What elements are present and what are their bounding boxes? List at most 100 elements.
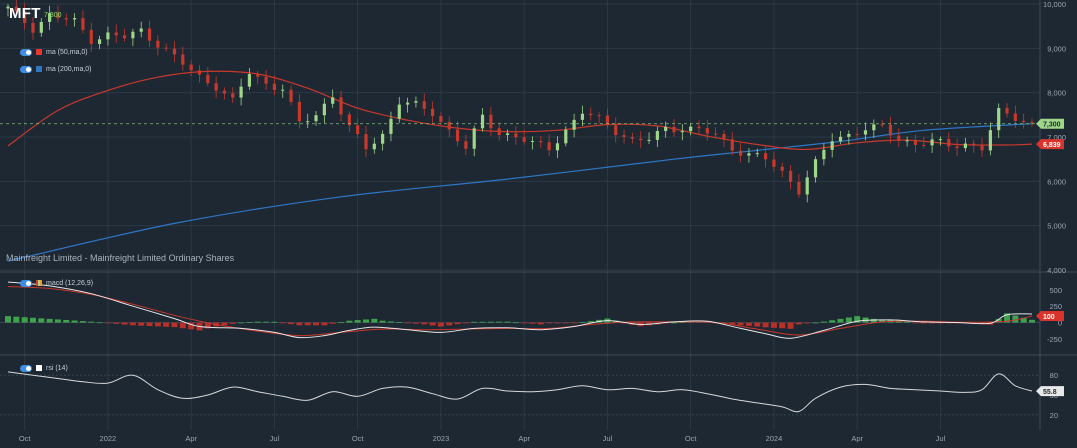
macd-histogram-bar: [88, 321, 95, 323]
macd-histogram-bar: [912, 322, 919, 324]
macd-histogram-bar: [354, 320, 361, 323]
candle-body: [339, 97, 343, 115]
macd-histogram-bar: [329, 322, 336, 324]
macd-histogram-bar: [221, 322, 228, 326]
price-axis-tick-label: 6,000: [1047, 177, 1066, 186]
candle-body: [772, 159, 776, 167]
rsi-value-badge-bg: [1036, 386, 1064, 397]
candle-body: [64, 18, 68, 20]
candle-body: [972, 143, 976, 146]
ma50-swatch: [36, 49, 42, 55]
candle-body: [455, 129, 460, 142]
candle-body: [256, 74, 260, 77]
ma50-toggle[interactable]: [20, 48, 32, 56]
macd-toggle[interactable]: [20, 279, 32, 287]
candle-body: [938, 139, 943, 141]
candle-body: [206, 74, 210, 84]
macd-signal-line: [7, 286, 1033, 337]
candle-body: [605, 115, 610, 126]
candle-body: [847, 134, 851, 137]
macd-histogram-bar: [496, 321, 503, 323]
candle-body: [947, 139, 951, 147]
candle-body: [1030, 122, 1034, 124]
legend-macd: macd (12,26,9): [20, 277, 93, 289]
macd-histogram-bar: [1012, 315, 1019, 323]
x-axis-tick-label: Oct: [19, 434, 32, 443]
rsi-axis-tick-label: 20: [1050, 411, 1058, 420]
candle-body: [264, 76, 268, 84]
macd-histogram-bar: [154, 322, 161, 327]
macd-histogram-bar: [671, 322, 678, 324]
candle-body: [705, 128, 709, 134]
macd-histogram-bar: [21, 317, 28, 323]
candle-body: [364, 134, 368, 150]
macd-histogram-bar: [313, 322, 320, 326]
macd-histogram-bar: [779, 322, 786, 329]
candle-body: [988, 130, 992, 151]
macd-histogram-bar: [462, 322, 469, 324]
candle-body: [222, 90, 227, 94]
legend-rsi: rsi (14): [20, 362, 68, 374]
macd-histogram-bar: [179, 322, 186, 329]
candle-body: [614, 125, 618, 136]
ma200-line: [7, 123, 1033, 262]
macd-histogram-bar: [396, 322, 403, 323]
candle-body: [788, 170, 793, 182]
candle-body: [580, 113, 585, 120]
macd-histogram-bar: [38, 318, 45, 323]
candle-body: [239, 86, 243, 98]
candle-body: [97, 39, 102, 44]
candle-body: [23, 11, 27, 23]
macd-value-badge-bg: [1036, 311, 1064, 321]
macd-histogram-bar: [512, 322, 519, 324]
macd-histogram-bar: [845, 317, 852, 323]
macd-histogram-bar: [521, 322, 528, 324]
rsi-toggle[interactable]: [20, 364, 32, 372]
last-price-badge-bg: [1036, 118, 1064, 129]
x-axis-tick-label: Jul: [936, 434, 946, 443]
macd-histogram-bar: [812, 322, 819, 324]
macd-histogram-bar: [304, 322, 311, 326]
macd-histogram-bar: [104, 322, 111, 324]
macd-histogram-bar: [829, 320, 836, 323]
macd-histogram-bar: [113, 322, 120, 324]
candle-body: [905, 140, 909, 142]
candle-body: [472, 128, 476, 149]
x-axis-tick-label: Oct: [685, 434, 698, 443]
candle-body: [347, 114, 351, 126]
macd-histogram-bar: [754, 322, 761, 327]
candle-body: [422, 101, 426, 109]
candle-body: [197, 70, 202, 75]
legend-ma50: ma (50,ma,0): [20, 46, 88, 58]
candle-body: [356, 125, 360, 135]
macd-histogram-bar: [745, 322, 752, 326]
candle-body: [822, 149, 826, 160]
candle-body: [497, 128, 501, 136]
ticker-price: 7,300: [44, 12, 62, 19]
x-axis-tick-label: Jul: [603, 434, 613, 443]
macd-value-badge: 100: [1043, 314, 1055, 321]
candle-body: [447, 122, 451, 130]
candle-body: [589, 113, 593, 116]
macd-line: [7, 281, 1033, 339]
macd-histogram-bar: [554, 322, 561, 324]
macd-histogram-bar: [263, 321, 270, 323]
macd-histogram-bar: [138, 322, 145, 326]
macd-axis-tick-label: 0: [1058, 319, 1062, 328]
macd-axis-tick-label: 500: [1049, 286, 1062, 295]
ma200-swatch: [36, 66, 42, 72]
macd-histogram-bar: [937, 322, 944, 324]
macd-histogram-bar: [321, 322, 328, 326]
macd-histogram-bar: [346, 320, 353, 323]
candle-body: [122, 35, 127, 39]
macd-histogram-bar: [171, 322, 178, 328]
macd-histogram-bar: [254, 321, 261, 323]
candle-body: [281, 89, 285, 91]
candle-body: [539, 140, 543, 143]
y-axis-labels: 10,000 9,000 8,000 7,000 6,000 5,000 4,000 500 2…: [1043, 0, 1066, 420]
candle-body: [1022, 120, 1026, 123]
macd-histogram-bar: [562, 322, 569, 324]
candle-body: [880, 124, 884, 126]
ma200-toggle[interactable]: [20, 65, 32, 73]
macd-histogram-bar: [29, 317, 36, 323]
